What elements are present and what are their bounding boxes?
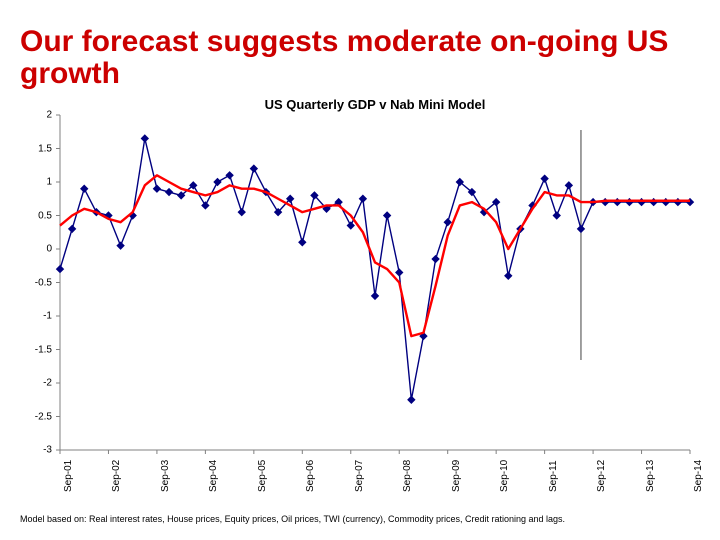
y-tick-label: 2 <box>46 110 52 121</box>
chart-area: 2 1.5 1 0.5 0 -0.5 -1 -1.5 -2 -2.5 -3 Sep-01 Sep-02… <box>0 0 720 540</box>
x-tick-label: Sep-02 <box>111 460 122 492</box>
y-tick-label: -2 <box>43 378 52 389</box>
x-tick-label: Sep-05 <box>257 460 268 492</box>
x-tick-label: Sep-04 <box>208 460 219 492</box>
x-tick-label: Sep-06 <box>305 460 316 492</box>
x-tick-label: Sep-01 <box>63 460 74 492</box>
footnote-text: Model based on: Real interest rates, Hou… <box>20 514 700 524</box>
x-tick-label: Sep-09 <box>451 460 462 492</box>
y-tick-label: 1.5 <box>38 143 52 154</box>
x-tick-label: Sep-08 <box>402 460 413 492</box>
y-tick-label: -2.5 <box>35 411 52 422</box>
x-tick-label: Sep-10 <box>499 460 510 492</box>
x-tick-label: Sep-12 <box>596 460 607 492</box>
x-tick-label: Sep-07 <box>354 460 365 492</box>
y-tick-label: 1 <box>46 177 52 188</box>
y-tick-label: -1.5 <box>35 344 52 355</box>
y-tick-label: 0 <box>46 244 52 255</box>
y-tick-label: 0.5 <box>38 210 52 221</box>
x-tick-label: Sep-13 <box>645 460 656 492</box>
x-tick-label: Sep-11 <box>548 460 559 492</box>
y-tick-label: -1 <box>43 311 52 322</box>
y-tick-label: -3 <box>43 445 52 456</box>
y-tick-label: -0.5 <box>35 277 52 288</box>
x-tick-label: Sep-03 <box>160 460 171 492</box>
x-tick-label: Sep-14 <box>693 460 704 492</box>
